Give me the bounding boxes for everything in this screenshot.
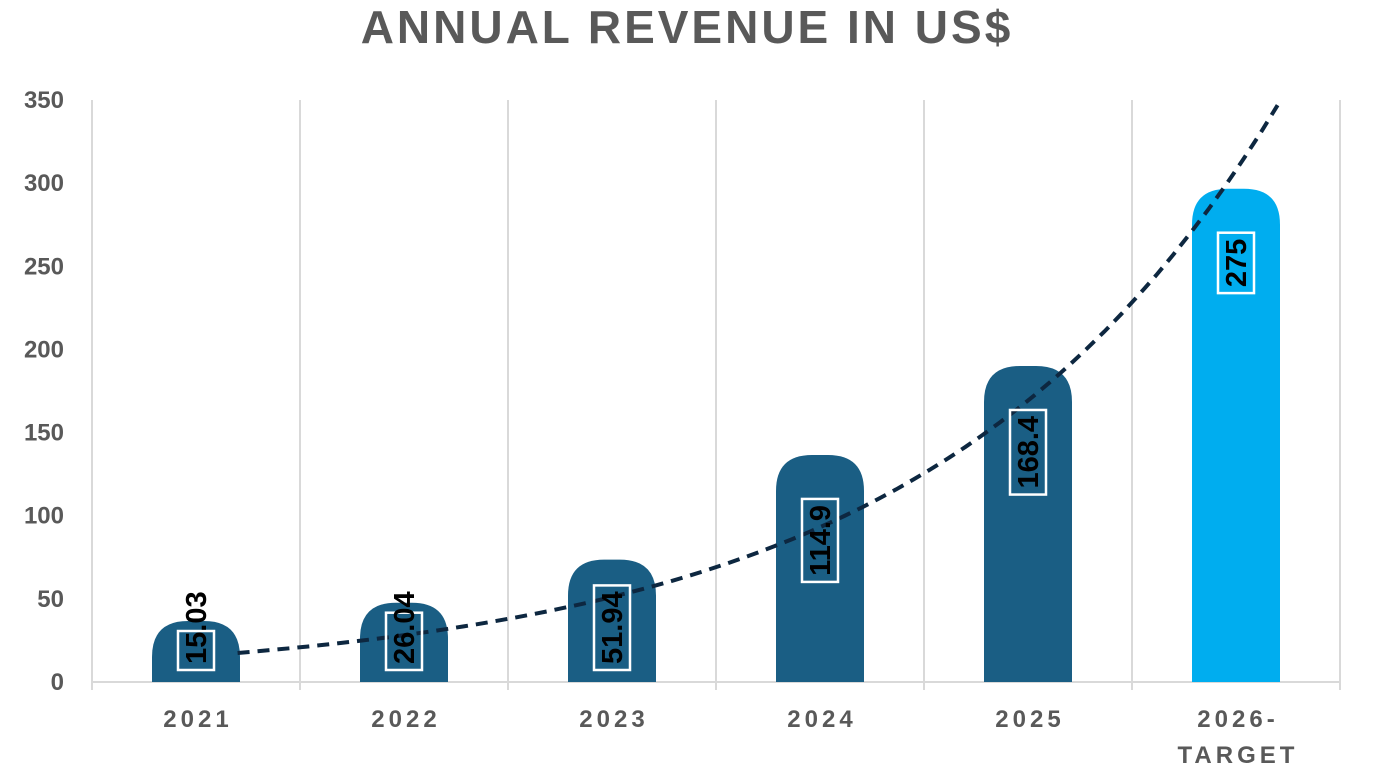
y-tick-label: 350 — [24, 87, 64, 114]
y-tick-label: 0 — [51, 669, 64, 696]
data-label-box — [1008, 408, 1048, 496]
data-label-box — [384, 611, 424, 672]
y-axis: 0 50 100 150 200 250 300 350 — [24, 87, 64, 696]
x-tick-label: 2022 — [371, 706, 440, 733]
chart-title: ANNUAL REVENUE IN US$ — [361, 1, 1014, 53]
y-tick-label: 200 — [24, 336, 64, 363]
x-tick-label: 2024 — [787, 706, 856, 733]
bar — [360, 602, 448, 682]
y-tick-label: 250 — [24, 253, 64, 280]
data-label: 15.03 — [181, 591, 213, 664]
data-label-box — [592, 584, 632, 672]
y-tick-label: 100 — [24, 503, 64, 530]
x-tick-label: TARGET — [1178, 742, 1299, 769]
x-tick-label: 2023 — [579, 706, 648, 733]
bar — [984, 365, 1072, 682]
bar — [1192, 188, 1280, 682]
y-tick-label: 300 — [24, 170, 64, 197]
trendline — [237, 104, 1280, 655]
data-label: 168.4 — [1013, 416, 1045, 489]
bar — [776, 454, 864, 682]
data-label-box — [176, 629, 216, 672]
gridlines — [91, 100, 1341, 690]
y-tick-label: 50 — [37, 586, 64, 613]
data-label: 114.9 — [805, 505, 837, 576]
data-label-box — [1216, 231, 1256, 295]
data-label: 51.94 — [597, 591, 629, 664]
data-label-box — [800, 497, 840, 584]
y-tick-label: 150 — [24, 420, 64, 447]
data-label: 26.04 — [389, 591, 421, 664]
bar — [152, 621, 240, 682]
data-labels: 15.03 26.04 51.94 114.9 168.4 275 — [176, 231, 1256, 672]
x-tick-label: 2026- — [1197, 706, 1278, 733]
bars — [152, 188, 1280, 682]
x-tick-label: 2025 — [995, 706, 1064, 733]
x-axis: 2021 2022 2023 2024 2025 2026- TARGET — [163, 706, 1299, 769]
data-label: 275 — [1221, 239, 1253, 287]
x-tick-label: 2021 — [163, 706, 232, 733]
